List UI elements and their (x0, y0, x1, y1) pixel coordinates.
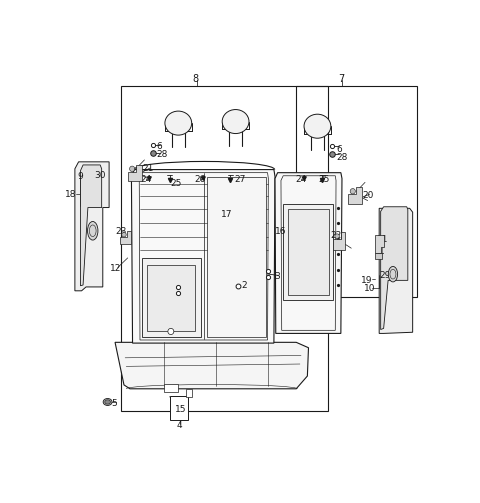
Bar (121, 86, 328, 411)
Text: 29: 29 (379, 271, 391, 280)
Text: 2: 2 (241, 281, 247, 290)
Polygon shape (348, 188, 362, 204)
Text: 23: 23 (115, 227, 126, 236)
Ellipse shape (304, 114, 331, 138)
Polygon shape (115, 343, 309, 389)
Text: 25: 25 (319, 175, 330, 184)
Text: 9: 9 (78, 172, 84, 181)
Text: 21: 21 (143, 164, 154, 174)
Polygon shape (207, 177, 266, 338)
Text: 27: 27 (234, 175, 245, 184)
Text: 18: 18 (64, 190, 76, 199)
Text: 8: 8 (192, 74, 198, 84)
Text: 28: 28 (336, 153, 348, 161)
Polygon shape (283, 204, 334, 300)
Ellipse shape (165, 111, 192, 135)
Ellipse shape (87, 221, 98, 240)
Polygon shape (379, 208, 413, 333)
Text: 6: 6 (156, 142, 162, 151)
Text: 19: 19 (360, 276, 372, 285)
Text: 15: 15 (175, 405, 187, 414)
Polygon shape (132, 170, 275, 343)
Text: 30: 30 (94, 171, 106, 180)
Text: 24: 24 (295, 175, 306, 184)
Text: 3: 3 (183, 289, 189, 298)
Ellipse shape (105, 400, 110, 404)
Polygon shape (381, 207, 408, 329)
Ellipse shape (388, 267, 397, 282)
Circle shape (130, 166, 135, 172)
Polygon shape (128, 165, 142, 181)
Text: 24: 24 (140, 175, 151, 184)
Bar (296, 86, 417, 297)
Text: 20: 20 (362, 191, 373, 200)
Polygon shape (142, 258, 201, 338)
Text: 25: 25 (171, 179, 182, 188)
Text: 7: 7 (338, 74, 345, 84)
Text: 1: 1 (379, 247, 385, 256)
Polygon shape (147, 265, 195, 331)
Polygon shape (375, 253, 382, 259)
Text: 10: 10 (364, 284, 376, 293)
Ellipse shape (103, 398, 112, 405)
Bar (170, 396, 188, 420)
Circle shape (350, 189, 355, 194)
Bar (164, 384, 178, 392)
Circle shape (168, 328, 174, 334)
Text: 5: 5 (111, 399, 117, 407)
Bar (186, 389, 192, 396)
Polygon shape (81, 165, 102, 286)
Circle shape (122, 232, 126, 237)
Polygon shape (288, 209, 329, 295)
Text: 6: 6 (336, 145, 342, 154)
Text: 3: 3 (274, 272, 280, 281)
Text: 14: 14 (240, 116, 251, 125)
Polygon shape (75, 162, 109, 291)
Text: 12: 12 (110, 264, 121, 273)
Polygon shape (334, 231, 345, 250)
Text: 28: 28 (156, 149, 168, 158)
Text: 4: 4 (176, 421, 182, 430)
Text: 13: 13 (178, 118, 190, 127)
Circle shape (335, 234, 339, 238)
Text: 26: 26 (195, 175, 206, 184)
Text: 22: 22 (331, 231, 342, 240)
Polygon shape (120, 231, 132, 244)
Text: 11: 11 (377, 235, 388, 244)
Text: 13: 13 (307, 122, 319, 131)
Text: 17: 17 (221, 210, 232, 219)
Ellipse shape (222, 110, 249, 134)
Polygon shape (375, 235, 384, 253)
Polygon shape (275, 173, 342, 333)
Text: 16: 16 (275, 227, 287, 236)
